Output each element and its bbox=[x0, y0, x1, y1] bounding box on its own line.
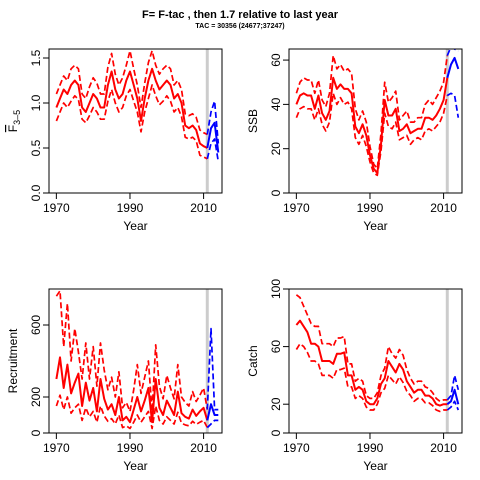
x-tick-label: 2010 bbox=[430, 441, 457, 455]
plot-frame bbox=[288, 288, 463, 434]
y-tick-label: 600 bbox=[29, 315, 43, 335]
recruitment-panel: 1970 1990 2010 Year 0 200 600 Recruitment bbox=[6, 288, 223, 473]
x-tick-label: 1990 bbox=[117, 201, 144, 215]
y-tick-label: 1.0 bbox=[29, 94, 43, 111]
y-tick-label: 0 bbox=[269, 189, 283, 196]
historic-dashed-line bbox=[295, 342, 448, 413]
historic-solid-line bbox=[295, 319, 448, 407]
figure-subtitle: TAC = 30356 (24677;37247) bbox=[195, 23, 285, 30]
x-tick-label: 1970 bbox=[43, 441, 70, 455]
ssb-panel: 1970 1990 2010 Year 0 20 40 60 SSB bbox=[246, 48, 463, 233]
x-axis-label: Year bbox=[123, 219, 147, 233]
x-tick-label: 2010 bbox=[430, 201, 457, 215]
projection-dashed-line bbox=[206, 419, 219, 429]
y-tick-label: 20 bbox=[269, 142, 283, 156]
y-tick-label: 0 bbox=[269, 429, 283, 436]
x-axis-label: Year bbox=[123, 459, 147, 473]
projection-solid-line bbox=[446, 388, 460, 405]
historic-dashed-line bbox=[295, 54, 449, 170]
x-tick-label: 2010 bbox=[190, 201, 217, 215]
projection-dashed-line bbox=[446, 374, 460, 401]
x-tick-label: 1990 bbox=[357, 201, 384, 215]
y-tick-label: 40 bbox=[269, 97, 283, 111]
historic-solid-line bbox=[55, 356, 209, 424]
plot-frame bbox=[48, 48, 223, 194]
x-tick-label: 1970 bbox=[283, 201, 310, 215]
historic-dashed-line bbox=[55, 394, 209, 430]
plot-frame bbox=[288, 48, 463, 194]
projection-dashed-line bbox=[446, 92, 460, 118]
catch-panel: 1970 1990 2010 Year 0 20 60 100 Catch bbox=[246, 279, 463, 473]
x-tick-label: 1990 bbox=[117, 441, 144, 455]
projection-solid-line bbox=[206, 403, 219, 421]
y-tick-label: 60 bbox=[269, 340, 283, 354]
y-axis-label: Catch bbox=[246, 345, 260, 376]
historic-solid-line bbox=[295, 76, 449, 175]
y-tick-label: 1.5 bbox=[29, 49, 43, 66]
y-tick-label: 0.0 bbox=[29, 184, 43, 201]
y-tick-label: 0 bbox=[29, 429, 43, 436]
y-tick-label: 0.5 bbox=[29, 139, 43, 156]
historic-dashed-line bbox=[295, 294, 448, 403]
y-axis-label: SSB bbox=[246, 109, 260, 133]
y-axis-label: Recruitment bbox=[6, 328, 20, 393]
historic-solid-line bbox=[55, 67, 208, 149]
projection-solid-line bbox=[446, 56, 460, 79]
historic-dashed-line bbox=[55, 84, 208, 160]
projection-dashed-line bbox=[206, 138, 220, 162]
x-tick-label: 2010 bbox=[190, 441, 217, 455]
x-axis-label: Year bbox=[363, 459, 387, 473]
figure-title: F= F-tac , then 1.7 relative to last yea… bbox=[142, 9, 338, 21]
y-tick-label: 20 bbox=[269, 397, 283, 411]
y-tick-label: 100 bbox=[269, 279, 283, 299]
f-panel: 1970 1990 2010 Year 0.0 0.5 1.0 1.5 F3–5 bbox=[6, 48, 223, 233]
x-tick-label: 1970 bbox=[43, 201, 70, 215]
historic-dashed-line bbox=[55, 289, 209, 413]
historic-dashed-line bbox=[55, 49, 208, 136]
x-tick-label: 1970 bbox=[283, 441, 310, 455]
projection-dashed-line bbox=[206, 327, 219, 411]
projection-dashed-line bbox=[446, 49, 459, 56]
historic-dashed-line bbox=[295, 92, 449, 177]
y-axis-label: F3–5 bbox=[6, 110, 22, 132]
projection-dashed-line bbox=[446, 400, 460, 411]
projection-solid-line bbox=[206, 121, 220, 153]
plot-frame bbox=[48, 288, 223, 434]
projection-dashed-line bbox=[206, 100, 220, 144]
y-tick-label: 60 bbox=[269, 53, 283, 67]
x-axis-label: Year bbox=[363, 219, 387, 233]
x-tick-label: 1990 bbox=[357, 441, 384, 455]
y-tick-label: 200 bbox=[29, 387, 43, 407]
